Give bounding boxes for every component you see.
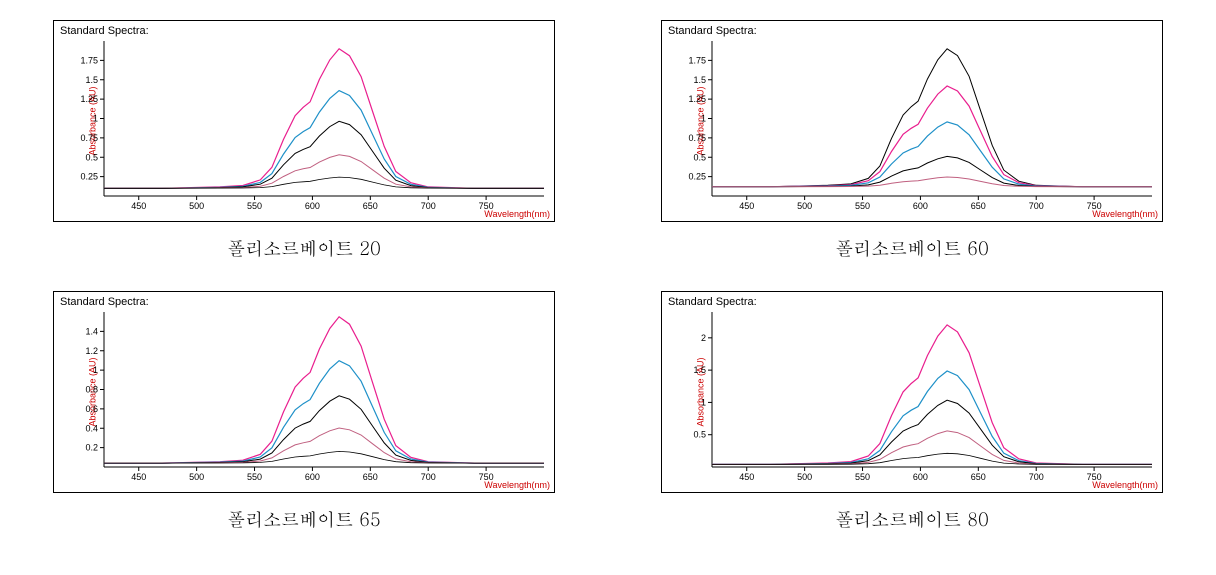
svg-text:1.5: 1.5: [693, 365, 706, 375]
spectrum-svg: 4505005506006507007500.511.52: [712, 312, 1152, 467]
svg-text:450: 450: [131, 201, 146, 211]
svg-text:0.6: 0.6: [85, 404, 98, 414]
svg-text:1.5: 1.5: [85, 75, 98, 85]
x-axis-label: Wavelength(nm): [484, 480, 550, 490]
chart-grid: Standard Spectra: Absorbance (AU) Wavele…: [20, 20, 1196, 532]
plot-area: 4505005506006507007500.511.52: [712, 312, 1152, 467]
chart-title: Standard Spectra:: [60, 296, 149, 308]
panel-ps20: Standard Spectra: Absorbance (AU) Wavele…: [20, 20, 588, 261]
svg-text:550: 550: [855, 201, 870, 211]
svg-text:1.25: 1.25: [80, 94, 98, 104]
svg-text:500: 500: [797, 472, 812, 482]
svg-text:500: 500: [797, 201, 812, 211]
svg-text:600: 600: [305, 472, 320, 482]
svg-text:550: 550: [855, 472, 870, 482]
svg-text:650: 650: [971, 472, 986, 482]
svg-text:600: 600: [913, 201, 928, 211]
spectrum-svg: 4505005506006507007500.250.50.7511.251.5…: [104, 41, 544, 196]
panel-caption: 폴리소르베이트 20: [227, 236, 380, 261]
x-axis-label: Wavelength(nm): [1092, 480, 1158, 490]
plot-area: 4505005506006507007500.250.50.7511.251.5…: [712, 41, 1152, 196]
panel-caption: 폴리소르베이트 65: [227, 507, 380, 532]
chart-title: Standard Spectra:: [60, 25, 149, 37]
chart-title: Standard Spectra:: [668, 25, 757, 37]
svg-text:450: 450: [131, 472, 146, 482]
svg-text:750: 750: [479, 472, 494, 482]
svg-text:700: 700: [1029, 472, 1044, 482]
svg-text:650: 650: [363, 201, 378, 211]
panel-caption: 폴리소르베이트 80: [835, 507, 988, 532]
panel-ps80: Standard Spectra: Absorbance (AU) Wavele…: [628, 291, 1196, 532]
chart-title: Standard Spectra:: [668, 296, 757, 308]
panel-ps60: Standard Spectra: Absorbance (AU) Wavele…: [628, 20, 1196, 261]
svg-text:1.75: 1.75: [80, 55, 98, 65]
chart-box: Standard Spectra: Absorbance (AU) Wavele…: [53, 291, 555, 493]
svg-text:500: 500: [189, 472, 204, 482]
svg-text:0.75: 0.75: [688, 133, 706, 143]
chart-box: Standard Spectra: Absorbance (AU) Wavele…: [661, 291, 1163, 493]
svg-text:0.8: 0.8: [85, 385, 98, 395]
chart-box: Standard Spectra: Absorbance (AU) Wavele…: [53, 20, 555, 222]
panel-ps65: Standard Spectra: Absorbance (AU) Wavele…: [20, 291, 588, 532]
svg-text:1.2: 1.2: [85, 346, 98, 356]
svg-text:1.25: 1.25: [688, 94, 706, 104]
spectrum-svg: 4505005506006507007500.250.50.7511.251.5…: [712, 41, 1152, 196]
svg-text:700: 700: [421, 201, 436, 211]
spectrum-svg: 4505005506006507007500.20.40.60.811.21.4: [104, 312, 544, 467]
svg-text:0.5: 0.5: [85, 152, 98, 162]
svg-text:750: 750: [479, 201, 494, 211]
svg-text:650: 650: [363, 472, 378, 482]
svg-text:0.5: 0.5: [693, 430, 706, 440]
plot-area: 4505005506006507007500.250.50.7511.251.5…: [104, 41, 544, 196]
svg-text:0.5: 0.5: [693, 152, 706, 162]
svg-text:450: 450: [739, 201, 754, 211]
svg-text:2: 2: [701, 333, 706, 343]
x-axis-label: Wavelength(nm): [1092, 209, 1158, 219]
svg-text:1: 1: [93, 365, 98, 375]
svg-text:600: 600: [913, 472, 928, 482]
svg-text:550: 550: [247, 472, 262, 482]
svg-text:1: 1: [93, 114, 98, 124]
svg-text:0.25: 0.25: [688, 172, 706, 182]
svg-text:550: 550: [247, 201, 262, 211]
svg-text:0.75: 0.75: [80, 133, 98, 143]
svg-text:1: 1: [701, 114, 706, 124]
svg-text:500: 500: [189, 201, 204, 211]
svg-text:450: 450: [739, 472, 754, 482]
svg-text:600: 600: [305, 201, 320, 211]
svg-text:1.4: 1.4: [85, 326, 98, 336]
svg-text:0.4: 0.4: [85, 423, 98, 433]
svg-text:0.2: 0.2: [85, 443, 98, 453]
svg-text:650: 650: [971, 201, 986, 211]
chart-box: Standard Spectra: Absorbance (AU) Wavele…: [661, 20, 1163, 222]
svg-text:700: 700: [421, 472, 436, 482]
x-axis-label: Wavelength(nm): [484, 209, 550, 219]
svg-text:1: 1: [701, 397, 706, 407]
svg-text:750: 750: [1087, 201, 1102, 211]
svg-text:1.75: 1.75: [688, 55, 706, 65]
svg-text:700: 700: [1029, 201, 1044, 211]
svg-text:1.5: 1.5: [693, 75, 706, 85]
svg-text:0.25: 0.25: [80, 172, 98, 182]
panel-caption: 폴리소르베이트 60: [835, 236, 988, 261]
svg-text:750: 750: [1087, 472, 1102, 482]
plot-area: 4505005506006507007500.20.40.60.811.21.4: [104, 312, 544, 467]
